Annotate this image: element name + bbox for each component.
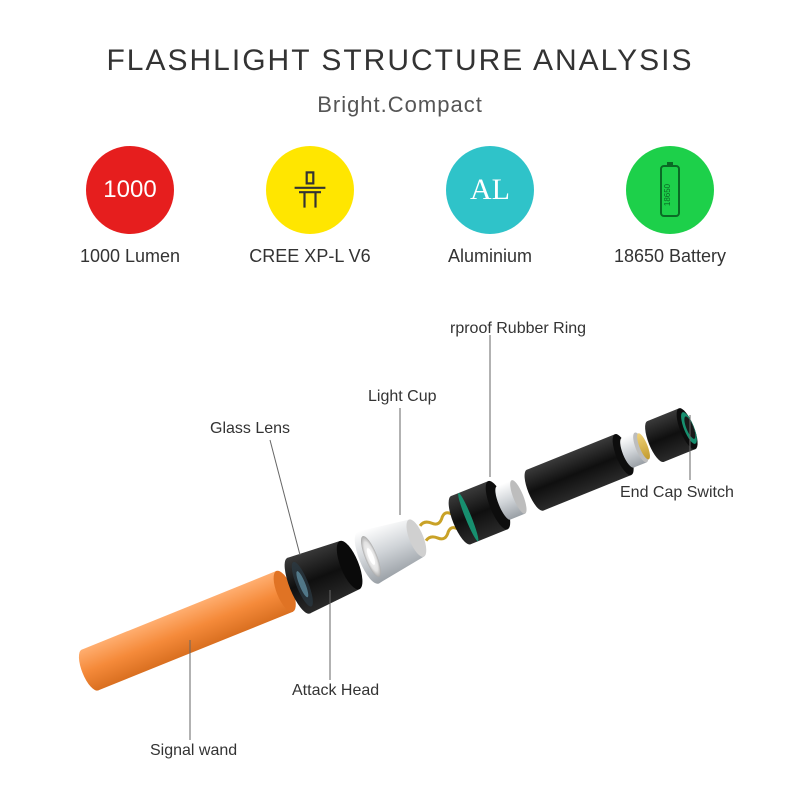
lumen-label: 1000 Lumen bbox=[80, 246, 180, 267]
aluminium-text: AL bbox=[470, 173, 510, 207]
badge-lumen: 1000 1000 Lumen bbox=[50, 146, 210, 267]
led-icon bbox=[288, 168, 332, 212]
badge-battery: 18650 18650 Battery bbox=[590, 146, 750, 267]
lumen-circle: 1000 bbox=[86, 146, 174, 234]
badge-aluminium: AL Aluminium bbox=[410, 146, 570, 267]
battery-icon: 18650 bbox=[656, 161, 684, 219]
part-collar bbox=[444, 471, 533, 547]
svg-text:18650: 18650 bbox=[663, 183, 672, 206]
battery-label: 18650 Battery bbox=[614, 246, 726, 267]
battery-circle: 18650 bbox=[626, 146, 714, 234]
page-title: FLASHLIGHT STRUCTURE ANALYSIS bbox=[0, 0, 800, 78]
part-reflector bbox=[349, 510, 433, 587]
callout-glass-lens: Glass Lens bbox=[210, 420, 290, 438]
aluminium-circle: AL bbox=[446, 146, 534, 234]
callout-light-cup: Light Cup bbox=[368, 388, 437, 406]
badge-led: CREE XP-L V6 bbox=[230, 146, 390, 267]
exploded-diagram bbox=[0, 300, 800, 800]
badge-row: 1000 1000 Lumen CREE XP-L V6 AL Aluminiu… bbox=[0, 146, 800, 267]
callout-attack-head: Attack Head bbox=[292, 682, 379, 700]
callout-end-cap: End Cap Switch bbox=[620, 484, 734, 502]
part-tailcap bbox=[641, 406, 702, 465]
lumen-value: 1000 bbox=[103, 176, 156, 204]
exploded-assembly bbox=[71, 398, 704, 700]
page-subtitle: Bright.Compact bbox=[0, 92, 800, 118]
part-signal-wand bbox=[74, 568, 300, 693]
led-label: CREE XP-L V6 bbox=[249, 246, 370, 267]
callout-rubber-ring: rproof Rubber Ring bbox=[450, 320, 586, 338]
led-circle bbox=[266, 146, 354, 234]
callout-signal-wand: Signal wand bbox=[150, 742, 237, 760]
aluminium-label: Aluminium bbox=[448, 246, 532, 267]
